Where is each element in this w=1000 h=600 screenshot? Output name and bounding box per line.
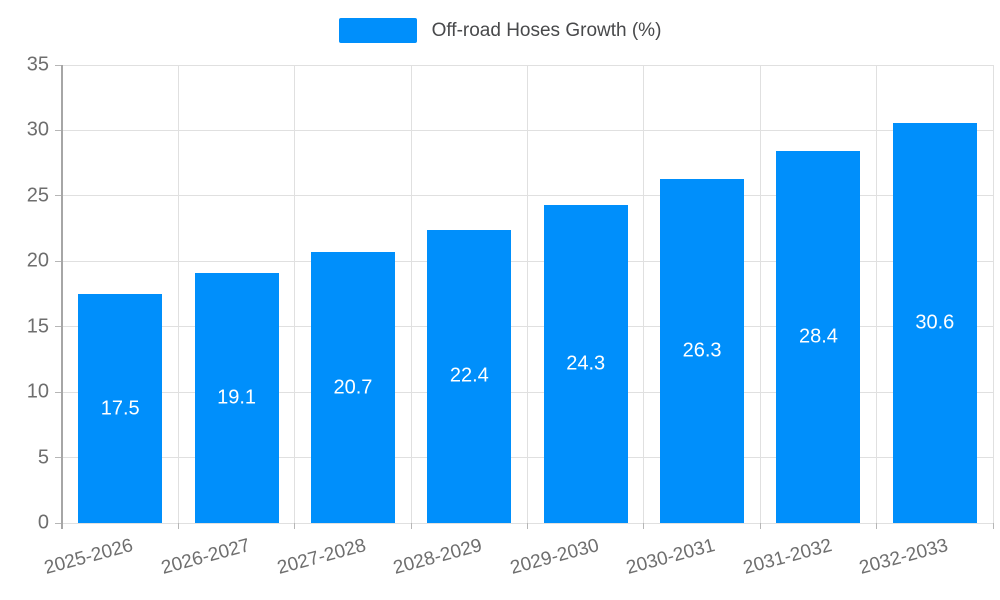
bar[interactable] [78,294,163,523]
v-gridline [294,65,296,523]
y-axis-label: 0 [37,511,49,534]
v-gridline [992,65,994,523]
v-gridline [643,65,645,523]
bar[interactable] [892,122,977,523]
y-axis-label: 35 [26,53,49,76]
x-axis-label: 2031-2032 [740,535,834,579]
y-axis-label: 20 [26,249,49,272]
x-axis-tick [410,523,412,529]
legend-label: Off-road Hoses Growth (%) [431,19,662,41]
bar[interactable] [543,205,628,523]
bar-value-label: 17.5 [100,397,140,419]
x-axis-tick [992,523,994,529]
y-axis-tick [55,391,62,393]
x-axis-tick [759,523,761,529]
y-axis-tick [55,522,62,524]
plot-area: 0 5 10 15 20 25 30 35 17.5 2025-2026 19.1 2026-2027… [27,54,994,579]
bar[interactable] [310,252,395,523]
bar[interactable] [427,229,512,523]
bar-value-label: 19.1 [217,386,257,409]
v-gridline [527,65,528,523]
y-axis-tick [55,64,62,66]
x-axis-tick [294,523,296,529]
y-axis-label: 15 [26,315,49,338]
y-axis-label: 5 [37,446,49,469]
x-axis-label: 2026-2027 [158,535,252,579]
x-axis-label: 2029-2030 [507,535,602,579]
bar-value-label: 20.7 [333,376,373,399]
x-axis-label: 2030-2031 [624,535,718,579]
y-axis-label: 25 [26,184,49,207]
x-axis-tick [876,523,878,529]
v-gridline [759,65,761,523]
y-axis-tick [55,326,62,328]
y-axis-tick [55,129,62,131]
x-axis-tick [643,523,645,529]
bar[interactable] [776,151,861,523]
x-axis-tick [527,523,528,529]
bar-value-label: 24.3 [566,352,606,375]
legend-swatch [338,18,417,43]
v-gridline [410,65,412,523]
bar-value-label: 26.3 [682,339,722,362]
x-axis-label: 2025-2026 [42,535,136,579]
bar[interactable] [660,178,745,523]
bar-value-label: 28.4 [798,325,838,348]
y-axis-line [61,65,63,529]
x-axis-label: 2027-2028 [275,535,369,579]
x-axis-label: 2028-2029 [391,535,485,579]
y-axis-tick [55,260,62,262]
y-axis-label: 10 [26,380,49,403]
legend-item[interactable]: Off-road Hoses Growth (%) [0,18,1000,43]
bar-value-label: 22.4 [449,364,489,387]
v-gridline [876,65,878,523]
v-gridline [177,65,179,523]
bar[interactable] [194,273,279,523]
y-axis-tick [55,457,62,459]
x-axis-tick [177,523,179,529]
bar-value-label: 30.6 [915,311,955,334]
y-axis-label: 30 [26,118,49,141]
x-axis-label: 2032-2033 [857,535,951,579]
y-axis-tick [55,195,62,197]
